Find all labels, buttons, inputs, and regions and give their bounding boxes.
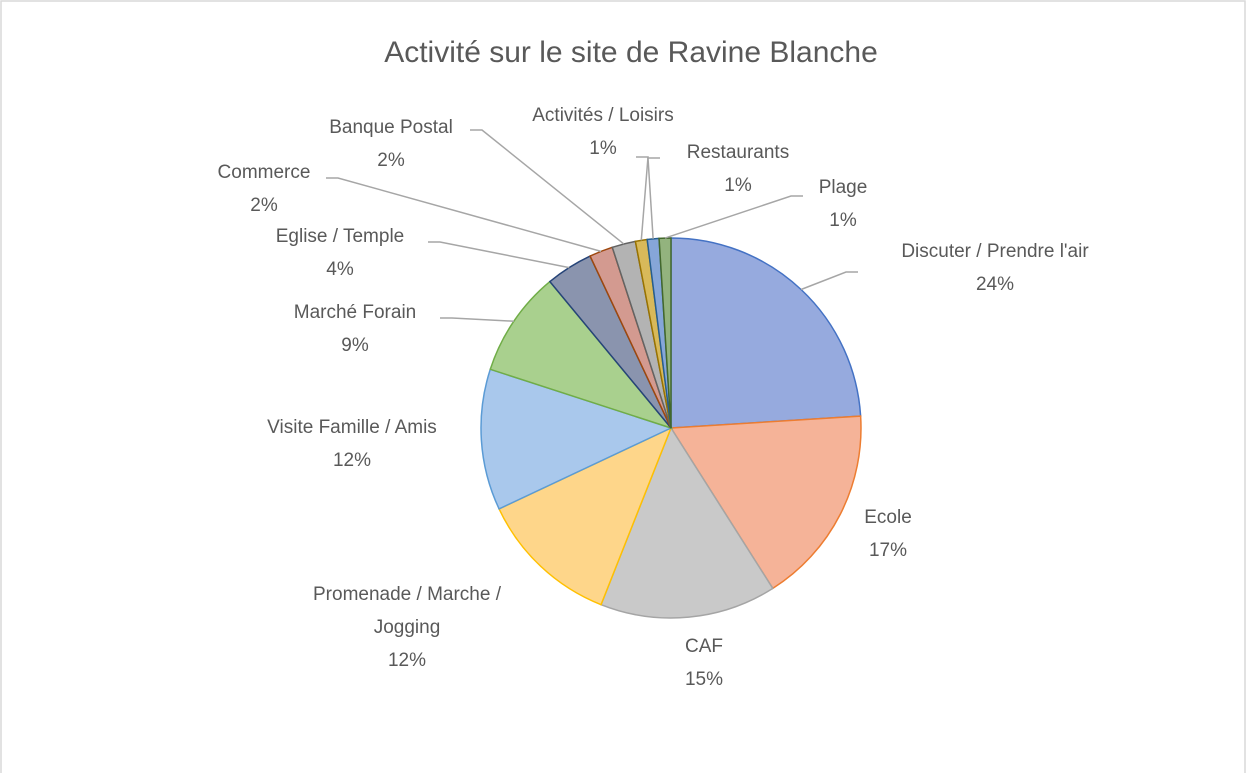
leader-line	[440, 317, 514, 322]
leader-line	[470, 129, 625, 245]
slice-value: 1%	[589, 138, 617, 159]
slice-name: Ecole	[864, 507, 912, 528]
slice-value: 12%	[387, 650, 427, 671]
pie-slice	[480, 368, 674, 510]
leader-line	[636, 156, 649, 241]
data-label: Promenade / Marche / Jogging 12%	[282, 578, 532, 677]
data-label: Plage 1%	[793, 171, 893, 237]
slice-name: Banque Postal	[329, 117, 453, 138]
data-label: Marché Forain 9%	[255, 296, 455, 362]
slice-value: 9%	[341, 335, 369, 356]
pie-slice	[498, 426, 673, 606]
data-label: CAF 15%	[644, 630, 764, 696]
slice-value: 24%	[975, 274, 1015, 295]
pie-slice	[670, 237, 862, 429]
slice-name: Eglise / Temple	[275, 226, 405, 247]
slice-name: Commerce	[217, 162, 311, 183]
leader-line	[326, 177, 602, 253]
pie-slice	[600, 426, 774, 619]
slice-name: Plage	[818, 177, 868, 198]
leader-line	[647, 157, 660, 239]
slice-value: 2%	[377, 150, 405, 171]
slice-value: 2%	[250, 195, 278, 216]
slice-value: 15%	[684, 669, 724, 690]
data-label: Banque Postal 2%	[301, 111, 481, 177]
leader-line	[800, 271, 858, 291]
data-label: Discuter / Prendre l'air 24%	[845, 235, 1145, 301]
pie-slice	[669, 415, 862, 590]
leader-line	[664, 195, 803, 239]
slice-name: Promenade / Marche / Jogging	[313, 584, 501, 638]
slice-name: CAF	[685, 636, 723, 657]
slice-name: Visite Famille / Amis	[267, 417, 437, 438]
data-label: Restaurants 1%	[658, 136, 818, 202]
chart-title: Activité sur le site de Ravine Blanche	[384, 36, 878, 69]
data-label: Commerce 2%	[184, 156, 344, 222]
data-label: Ecole 17%	[828, 501, 948, 567]
slice-value: 4%	[326, 259, 354, 280]
data-label: Eglise / Temple 4%	[240, 220, 440, 286]
slice-value: 17%	[868, 540, 908, 561]
data-label: Visite Famille / Amis 12%	[222, 411, 482, 477]
leader-line	[428, 241, 570, 269]
data-label: Activités / Loisirs 1%	[503, 99, 703, 165]
slice-name: Discuter / Prendre l'air	[901, 241, 1089, 262]
slice-name: Marché Forain	[293, 302, 417, 323]
slice-name: Activités / Loisirs	[532, 105, 674, 126]
slice-value: 1%	[829, 210, 857, 231]
slice-name: Restaurants	[686, 142, 790, 163]
slice-value: 1%	[724, 175, 752, 196]
slice-value: 12%	[332, 450, 372, 471]
